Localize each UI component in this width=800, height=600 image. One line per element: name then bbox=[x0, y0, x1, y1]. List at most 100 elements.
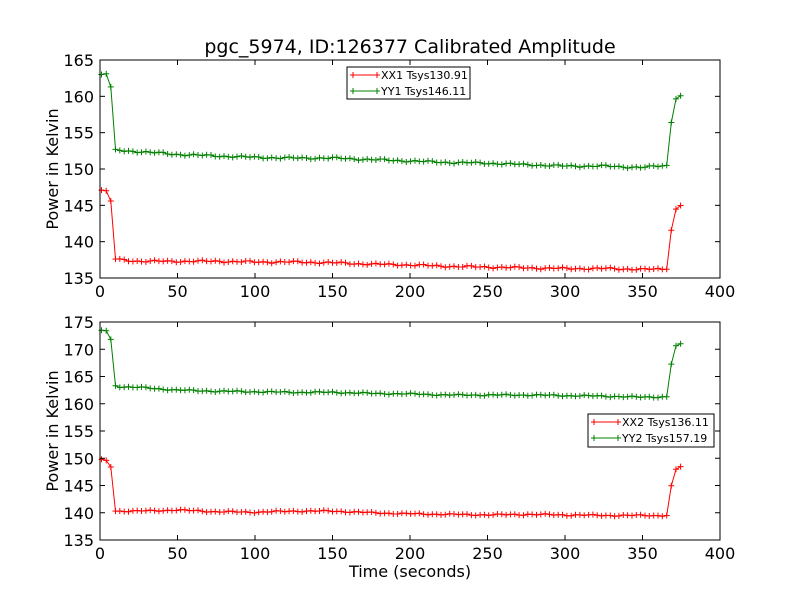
data-marker bbox=[442, 391, 449, 398]
data-marker bbox=[433, 392, 440, 399]
data-marker bbox=[195, 507, 201, 514]
data-marker bbox=[507, 392, 514, 398]
data-marker bbox=[364, 389, 371, 396]
data-marker bbox=[615, 393, 622, 400]
data-marker bbox=[446, 263, 453, 270]
data-marker bbox=[615, 163, 622, 170]
data-marker bbox=[520, 160, 527, 167]
data-marker bbox=[602, 162, 609, 169]
legend-label: XX2 Tsys136.11 bbox=[622, 416, 709, 429]
data-marker bbox=[173, 151, 180, 158]
data-marker bbox=[472, 159, 479, 165]
data-marker bbox=[372, 157, 379, 163]
data-marker bbox=[190, 151, 197, 158]
x-tick-label: 150 bbox=[317, 544, 348, 563]
data-marker bbox=[107, 336, 114, 343]
data-marker bbox=[668, 361, 675, 368]
data-marker bbox=[403, 261, 410, 268]
data-marker bbox=[398, 158, 405, 165]
x-tick-label: 250 bbox=[472, 544, 503, 563]
data-marker bbox=[668, 482, 675, 489]
data-marker bbox=[576, 265, 583, 272]
data-marker bbox=[550, 391, 557, 398]
data-marker bbox=[503, 391, 510, 398]
data-marker bbox=[629, 393, 635, 400]
data-marker bbox=[325, 507, 332, 514]
data-marker bbox=[620, 164, 627, 171]
data-marker bbox=[459, 264, 466, 270]
data-marker bbox=[216, 258, 223, 265]
data-marker bbox=[429, 158, 436, 165]
data-marker bbox=[563, 163, 570, 169]
data-marker bbox=[303, 259, 310, 266]
data-marker bbox=[329, 388, 336, 395]
data-marker bbox=[238, 152, 245, 159]
data-marker bbox=[542, 510, 549, 517]
data-marker bbox=[125, 383, 132, 390]
x-tick-label: 200 bbox=[395, 282, 426, 301]
data-marker bbox=[268, 388, 275, 395]
data-marker bbox=[212, 257, 219, 264]
data-marker bbox=[607, 394, 614, 401]
data-marker bbox=[576, 393, 583, 399]
data-marker bbox=[116, 508, 123, 514]
data-marker bbox=[425, 391, 431, 398]
data-marker bbox=[481, 511, 488, 518]
x-tick-label: 400 bbox=[705, 544, 736, 563]
data-marker bbox=[177, 259, 184, 265]
data-marker bbox=[385, 260, 392, 267]
data-marker bbox=[555, 161, 562, 168]
data-marker bbox=[316, 260, 323, 267]
data-marker bbox=[403, 510, 410, 517]
data-marker bbox=[490, 511, 497, 518]
data-marker bbox=[464, 511, 470, 518]
legend-label: XX1 Tsys130.91 bbox=[381, 69, 468, 82]
data-marker bbox=[273, 259, 280, 266]
legend-marker bbox=[615, 419, 621, 425]
data-marker bbox=[572, 163, 579, 170]
x-tick-label: 400 bbox=[705, 282, 736, 301]
data-marker bbox=[142, 384, 149, 391]
data-marker bbox=[537, 266, 544, 273]
data-marker bbox=[277, 155, 284, 162]
x-tick-label: 350 bbox=[627, 282, 658, 301]
x-axis-label: Time (seconds) bbox=[348, 562, 471, 581]
data-marker bbox=[655, 265, 661, 272]
data-marker bbox=[351, 156, 358, 163]
data-marker bbox=[221, 153, 227, 160]
data-marker bbox=[673, 95, 679, 102]
data-marker bbox=[529, 264, 536, 271]
data-marker bbox=[160, 386, 167, 393]
data-marker bbox=[420, 511, 427, 518]
top-plot-panel: 0 50 100 150 200 250 300 350 400 135 140 145 150 155 1… bbox=[43, 36, 735, 301]
data-marker bbox=[342, 259, 349, 266]
data-marker bbox=[390, 261, 397, 268]
data-marker bbox=[294, 258, 301, 265]
data-marker bbox=[107, 464, 114, 470]
y-tick-label: 160 bbox=[63, 395, 94, 414]
legend-marker bbox=[591, 435, 597, 441]
data-marker bbox=[629, 512, 635, 519]
data-marker bbox=[134, 258, 141, 264]
data-marker bbox=[677, 463, 684, 470]
data-marker bbox=[359, 156, 366, 163]
data-marker bbox=[546, 511, 553, 518]
data-marker bbox=[442, 511, 449, 518]
data-marker bbox=[151, 507, 158, 514]
data-marker bbox=[633, 266, 640, 273]
series-line bbox=[101, 329, 681, 399]
data-marker bbox=[186, 152, 193, 159]
data-marker bbox=[673, 466, 679, 473]
y-tick-label: 150 bbox=[63, 160, 94, 179]
data-marker bbox=[229, 258, 236, 265]
data-marker bbox=[546, 264, 553, 271]
data-marker bbox=[490, 160, 497, 167]
y-tick-label: 145 bbox=[63, 477, 94, 496]
data-marker bbox=[459, 391, 466, 398]
data-marker bbox=[446, 160, 453, 166]
series-1 bbox=[98, 456, 684, 520]
data-marker bbox=[242, 508, 249, 515]
data-marker bbox=[663, 512, 670, 519]
data-marker bbox=[372, 260, 379, 267]
data-marker bbox=[238, 388, 245, 395]
